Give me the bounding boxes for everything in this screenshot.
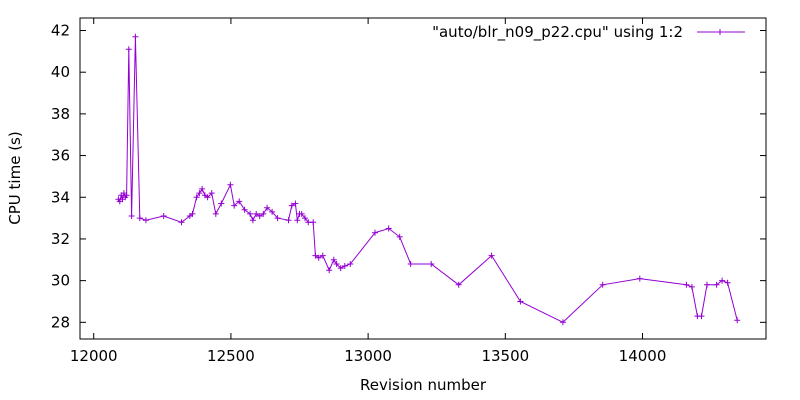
- data-point: [310, 219, 317, 226]
- data-point: [688, 283, 695, 290]
- x-tick-label: 14000: [619, 347, 667, 365]
- y-axis-label: CPU time (s): [6, 131, 24, 224]
- data-point: [178, 219, 185, 226]
- data-point: [407, 261, 414, 267]
- data-point: [136, 215, 143, 222]
- data-point: [288, 202, 295, 209]
- data-point: [337, 265, 344, 272]
- data-point: [302, 215, 308, 222]
- data-point: [636, 275, 643, 282]
- data-point: [319, 252, 326, 259]
- data-point: [292, 200, 299, 207]
- y-tick-label: 32: [51, 230, 70, 248]
- data-point: [142, 217, 149, 224]
- legend-label: "auto/blr_n09_p22.cpu" using 1:2: [432, 23, 683, 42]
- y-tick-label: 28: [51, 313, 70, 331]
- data-point: [347, 261, 354, 267]
- data-point: [312, 252, 319, 259]
- data-point: [698, 313, 705, 320]
- data-point: [315, 254, 322, 261]
- data-point: [260, 210, 267, 217]
- y-tick-label: 36: [51, 147, 70, 165]
- x-tick-label: 12000: [70, 347, 118, 365]
- data-point: [559, 319, 566, 326]
- data-point: [189, 210, 196, 217]
- x-tick-label: 13500: [481, 347, 529, 365]
- data-point: [326, 267, 333, 274]
- data-point: [285, 217, 292, 224]
- y-tick-label: 38: [51, 105, 70, 123]
- x-axis-label: Revision number: [360, 376, 487, 394]
- y-tick-label: 30: [51, 272, 70, 290]
- data-point: [247, 210, 254, 217]
- data-point: [396, 233, 403, 240]
- data-point: [193, 194, 200, 201]
- data-point: [713, 281, 720, 288]
- x-tick-label: 12500: [207, 347, 255, 365]
- data-point: [455, 281, 462, 288]
- data-point: [132, 33, 139, 40]
- data-point: [196, 190, 203, 197]
- data-point: [385, 225, 392, 232]
- data-point: [199, 185, 206, 192]
- x-axis: 12000 12500 13000 13500 14000: [70, 18, 667, 365]
- data-point: [123, 192, 130, 199]
- data-point: [236, 198, 243, 205]
- data-point: [204, 194, 211, 201]
- data-point: [249, 217, 256, 224]
- data-point: [719, 277, 726, 284]
- data-point: [428, 261, 435, 267]
- data-point: [488, 252, 495, 259]
- data-point: [241, 206, 248, 213]
- data-point: [218, 200, 225, 207]
- series-auto-blr: [115, 33, 741, 326]
- x-tick-label: 13000: [344, 347, 392, 365]
- data-point: [253, 210, 260, 217]
- data-point: [231, 202, 238, 209]
- data-point: [160, 213, 167, 219]
- data-point: [125, 46, 132, 53]
- data-point: [683, 281, 690, 288]
- series-line: [117, 36, 738, 323]
- data-point: [208, 190, 215, 197]
- data-point: [274, 215, 281, 222]
- y-tick-label: 42: [51, 22, 70, 40]
- data-point: [517, 298, 524, 305]
- y-axis: 28 30 32 34 36 38 40 42: [51, 22, 766, 331]
- data-point: [128, 213, 135, 219]
- data-point: [269, 208, 276, 215]
- legend-marker: [717, 29, 723, 35]
- legend: "auto/blr_n09_p22.cpu" using 1:2: [432, 23, 745, 42]
- data-point: [724, 279, 731, 286]
- data-point: [341, 263, 348, 269]
- data-point: [227, 181, 234, 188]
- data-point: [298, 210, 305, 217]
- data-point: [599, 281, 606, 288]
- plot-frame: [79, 17, 767, 340]
- data-point: [333, 261, 340, 267]
- data-point: [734, 317, 741, 324]
- data-point: [212, 210, 219, 217]
- data-point: [264, 204, 271, 211]
- data-point: [256, 213, 263, 219]
- y-tick-label: 34: [51, 188, 70, 206]
- data-point: [330, 256, 337, 263]
- y-tick-label: 40: [51, 63, 70, 81]
- data-point: [294, 217, 301, 224]
- data-point: [372, 229, 378, 236]
- data-point: [704, 281, 710, 288]
